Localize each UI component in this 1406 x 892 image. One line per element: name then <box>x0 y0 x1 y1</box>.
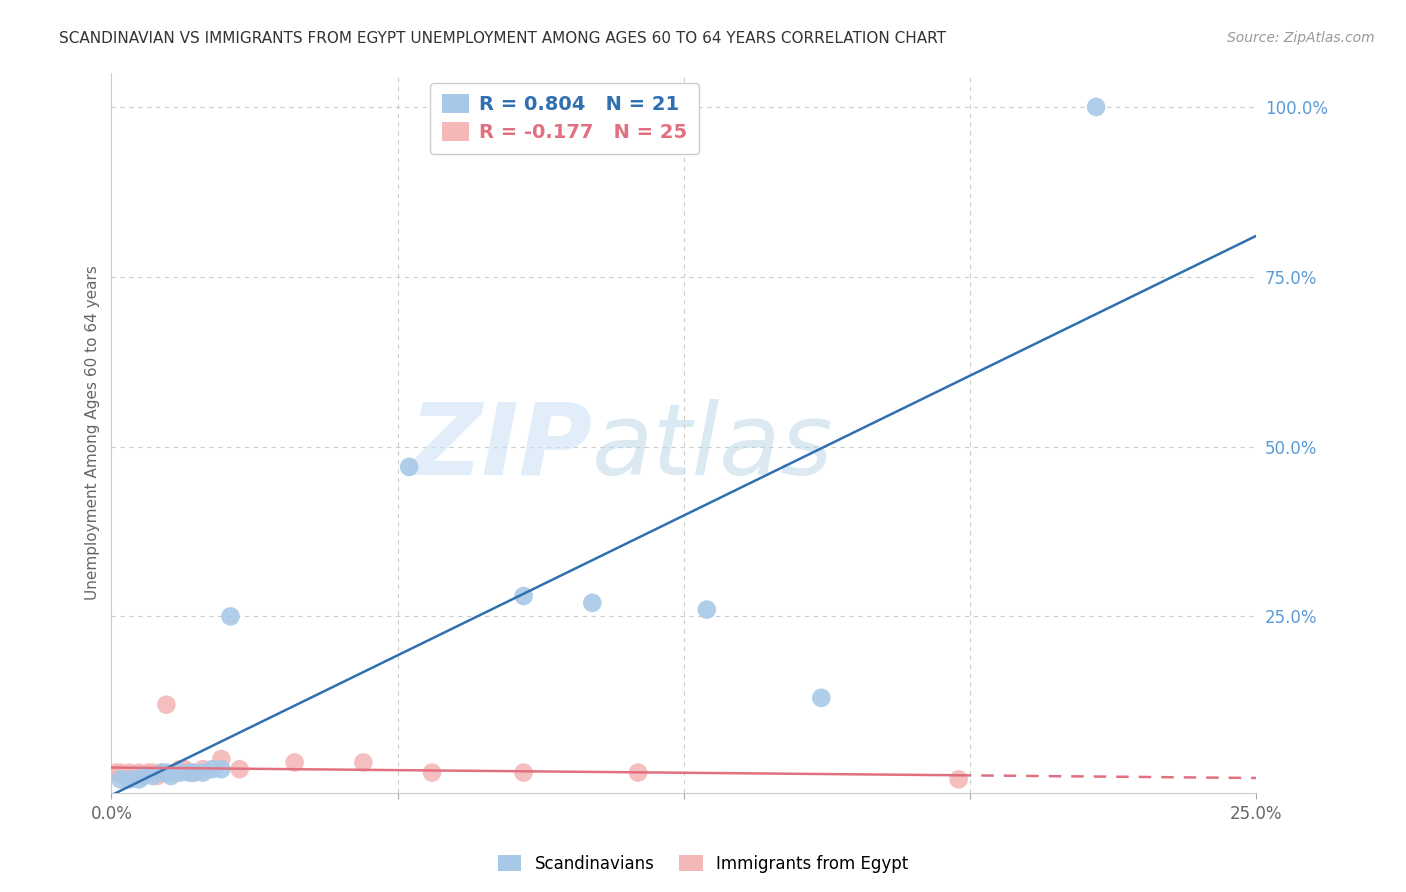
Point <box>128 772 150 787</box>
Point <box>948 772 970 787</box>
Point <box>810 690 832 705</box>
Point <box>132 769 155 783</box>
Point <box>183 765 205 780</box>
Point <box>118 772 141 787</box>
Point <box>352 756 374 770</box>
Point <box>169 762 191 776</box>
Legend: Scandinavians, Immigrants from Egypt: Scandinavians, Immigrants from Egypt <box>491 848 915 880</box>
Point <box>191 765 214 780</box>
Point <box>284 756 307 770</box>
Text: Source: ZipAtlas.com: Source: ZipAtlas.com <box>1227 31 1375 45</box>
Point <box>201 762 224 776</box>
Point <box>228 762 250 776</box>
Point <box>155 765 177 780</box>
Y-axis label: Unemployment Among Ages 60 to 64 years: Unemployment Among Ages 60 to 64 years <box>86 266 100 600</box>
Text: ZIP: ZIP <box>409 399 592 496</box>
Point <box>179 765 201 780</box>
Point <box>104 765 127 780</box>
Legend: R = 0.804   N = 21, R = -0.177   N = 25: R = 0.804 N = 21, R = -0.177 N = 25 <box>430 83 699 153</box>
Point <box>110 765 132 780</box>
Point <box>512 589 534 603</box>
Point <box>155 698 177 712</box>
Point <box>165 765 187 780</box>
Point <box>110 772 132 787</box>
Point <box>398 459 420 474</box>
Point <box>173 762 195 776</box>
Point <box>219 609 242 624</box>
Point <box>150 765 173 780</box>
Point <box>420 765 443 780</box>
Point <box>124 769 146 783</box>
Point <box>1085 100 1108 114</box>
Point <box>581 596 603 610</box>
Text: atlas: atlas <box>592 399 834 496</box>
Point <box>142 765 165 780</box>
Point <box>627 765 650 780</box>
Point <box>696 602 718 616</box>
Point <box>146 769 169 783</box>
Point <box>169 765 191 780</box>
Point <box>209 752 232 766</box>
Point <box>142 769 165 783</box>
Point <box>128 765 150 780</box>
Point <box>160 769 183 783</box>
Point <box>132 769 155 783</box>
Point <box>191 762 214 776</box>
Point <box>118 765 141 780</box>
Point <box>183 765 205 780</box>
Text: SCANDINAVIAN VS IMMIGRANTS FROM EGYPT UNEMPLOYMENT AMONG AGES 60 TO 64 YEARS COR: SCANDINAVIAN VS IMMIGRANTS FROM EGYPT UN… <box>59 31 946 46</box>
Point <box>512 765 534 780</box>
Point <box>209 762 232 776</box>
Point <box>150 765 173 780</box>
Point <box>136 765 159 780</box>
Point <box>114 769 136 783</box>
